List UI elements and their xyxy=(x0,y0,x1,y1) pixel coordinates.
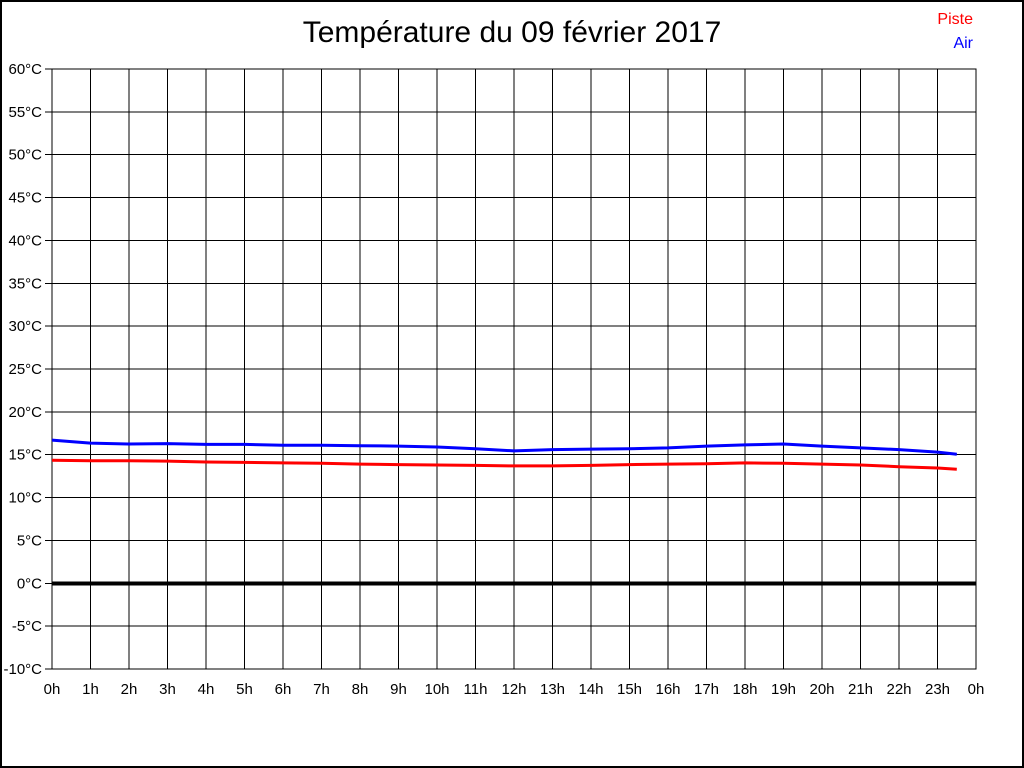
x-axis-label: 5h xyxy=(236,681,253,698)
x-axis-label: 1h xyxy=(82,681,99,698)
x-axis-label: 3h xyxy=(159,681,176,698)
y-axis-label: -5°C xyxy=(12,618,42,635)
y-axis-label: 35°C xyxy=(8,275,42,292)
legend-item-air: Air xyxy=(953,35,973,52)
x-axis-label: 15h xyxy=(617,681,642,698)
x-axis-label: 21h xyxy=(848,681,873,698)
x-axis-label: 2h xyxy=(121,681,138,698)
x-axis-label: 22h xyxy=(886,681,911,698)
y-axis-label: 10°C xyxy=(8,490,42,507)
y-axis-label: 45°C xyxy=(8,190,42,207)
x-axis-label: 0h xyxy=(44,681,61,698)
y-axis-label: 60°C xyxy=(8,61,42,78)
x-axis-label: 7h xyxy=(313,681,330,698)
x-axis-label: 0h xyxy=(968,681,985,698)
x-axis-label: 16h xyxy=(655,681,680,698)
plot-border xyxy=(51,68,977,670)
y-axis-label: 40°C xyxy=(8,232,42,249)
x-axis-label: 17h xyxy=(694,681,719,698)
x-axis-label: 9h xyxy=(390,681,407,698)
x-axis-label: 8h xyxy=(352,681,369,698)
x-axis-label: 13h xyxy=(540,681,565,698)
x-axis-label: 18h xyxy=(732,681,757,698)
y-axis-label: 5°C xyxy=(17,532,42,549)
y-axis-label: -10°C xyxy=(3,661,42,678)
x-axis-label: 10h xyxy=(424,681,449,698)
y-axis-label: 25°C xyxy=(8,361,42,378)
y-axis-label: 30°C xyxy=(8,318,42,335)
series-line-air xyxy=(51,438,957,456)
chart-title: Température du 09 février 2017 xyxy=(302,16,722,49)
y-axis-label: 20°C xyxy=(8,404,42,421)
y-axis-label: 55°C xyxy=(8,104,42,121)
series-line-piste xyxy=(51,458,957,471)
x-axis-label: 6h xyxy=(275,681,292,698)
x-axis-label: 23h xyxy=(925,681,950,698)
legend-item-piste: Piste xyxy=(937,11,973,28)
y-axis-label: 15°C xyxy=(8,447,42,464)
chart-legend: Piste Air xyxy=(937,12,973,52)
x-axis-label: 20h xyxy=(809,681,834,698)
x-axis-label: 14h xyxy=(578,681,603,698)
x-axis-label: 12h xyxy=(501,681,526,698)
x-axis-label: 19h xyxy=(771,681,796,698)
y-axis-label: 50°C xyxy=(8,147,42,164)
x-axis-label: 4h xyxy=(198,681,215,698)
y-axis-label: 0°C xyxy=(17,575,42,592)
x-axis-label: 11h xyxy=(464,681,488,698)
